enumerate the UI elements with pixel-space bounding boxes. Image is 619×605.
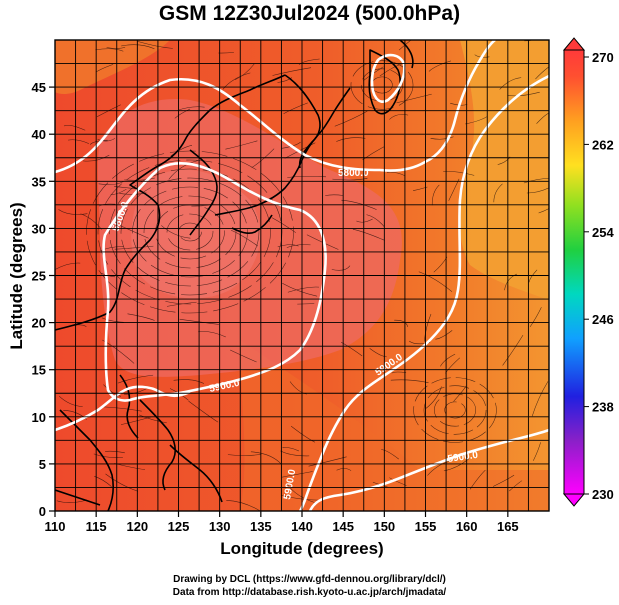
x-tick-label: 155 — [415, 519, 437, 534]
colorbar-tick-label: 254 — [592, 225, 614, 240]
y-tick-label: 5 — [39, 457, 46, 472]
y-tick-label: 20 — [32, 316, 46, 331]
x-tick-label: 165 — [497, 519, 519, 534]
y-axis-ticks: 0 5 10 15 20 25 30 35 40 45 — [32, 80, 55, 519]
credits: Drawing by DCL (https://www.gfd-dennou.o… — [0, 573, 619, 599]
x-tick-label: 125 — [168, 519, 190, 534]
credit-data-source: Data from http://database.rish.kyoto-u.a… — [172, 587, 447, 598]
x-tick-label: 160 — [456, 519, 478, 534]
colorbar: 270 262 254 246 238 230 — [562, 37, 614, 507]
colorbar-top-arrow — [562, 37, 586, 51]
high-pressure-core — [131, 169, 261, 299]
contour-5800-line — [55, 40, 496, 174]
map-title: GSM 12Z30Jul2024 (500.0hPa) — [158, 2, 461, 25]
y-tick-label: 30 — [32, 221, 46, 236]
y-tick-label: 25 — [32, 269, 46, 284]
colorbar-tick-label: 270 — [592, 50, 614, 65]
y-tick-label: 10 — [32, 410, 46, 425]
x-axis-ticks: 110 115 120 125 130 135 140 145 150 155 160 165 — [45, 511, 519, 534]
x-tick-label: 140 — [291, 519, 313, 534]
y-tick-label: 45 — [32, 80, 46, 95]
x-tick-label: 130 — [209, 519, 231, 534]
x-tick-label: 115 — [86, 519, 107, 534]
contour-5900-line — [102, 162, 327, 402]
x-tick-label: 110 — [45, 519, 66, 534]
colorbar-tick-label: 262 — [592, 137, 614, 152]
orange-temperature-region-2 — [55, 40, 170, 95]
x-tick-label: 120 — [126, 519, 148, 534]
x-tick-label: 150 — [373, 519, 395, 534]
y-axis-label: Latitude (degrees) — [7, 202, 26, 349]
contour-label: 5900.0 — [447, 450, 479, 465]
colorbar-tick-label: 230 — [592, 487, 614, 502]
map-grid — [55, 40, 549, 511]
contour-label: 5800.0 — [338, 168, 369, 179]
y-tick-label: 0 — [39, 504, 46, 519]
contour-label: 5900.0 — [282, 468, 298, 500]
x-tick-label: 135 — [250, 519, 272, 534]
x-tick-label: 145 — [332, 519, 354, 534]
colorbar-tick-label: 246 — [592, 312, 614, 327]
y-tick-label: 40 — [32, 127, 46, 142]
colorbar-tick-label: 238 — [592, 400, 614, 415]
contour-5800-north-loop — [370, 53, 406, 103]
credit-drawing: Drawing by DCL (https://www.gfd-dennou.o… — [173, 574, 446, 585]
x-axis-label: Longitude (degrees) — [220, 539, 383, 558]
y-tick-label: 35 — [32, 174, 46, 189]
map-figure: 5800.0 5800.0 5900.0 5900.0 5900.0 5900.… — [7, 37, 614, 558]
colorbar-bottom-arrow — [562, 493, 586, 507]
orange-temperature-region — [459, 40, 549, 300]
colorbar-gradient — [563, 49, 585, 495]
contour-5900-east — [298, 74, 549, 511]
y-tick-label: 15 — [32, 363, 46, 378]
